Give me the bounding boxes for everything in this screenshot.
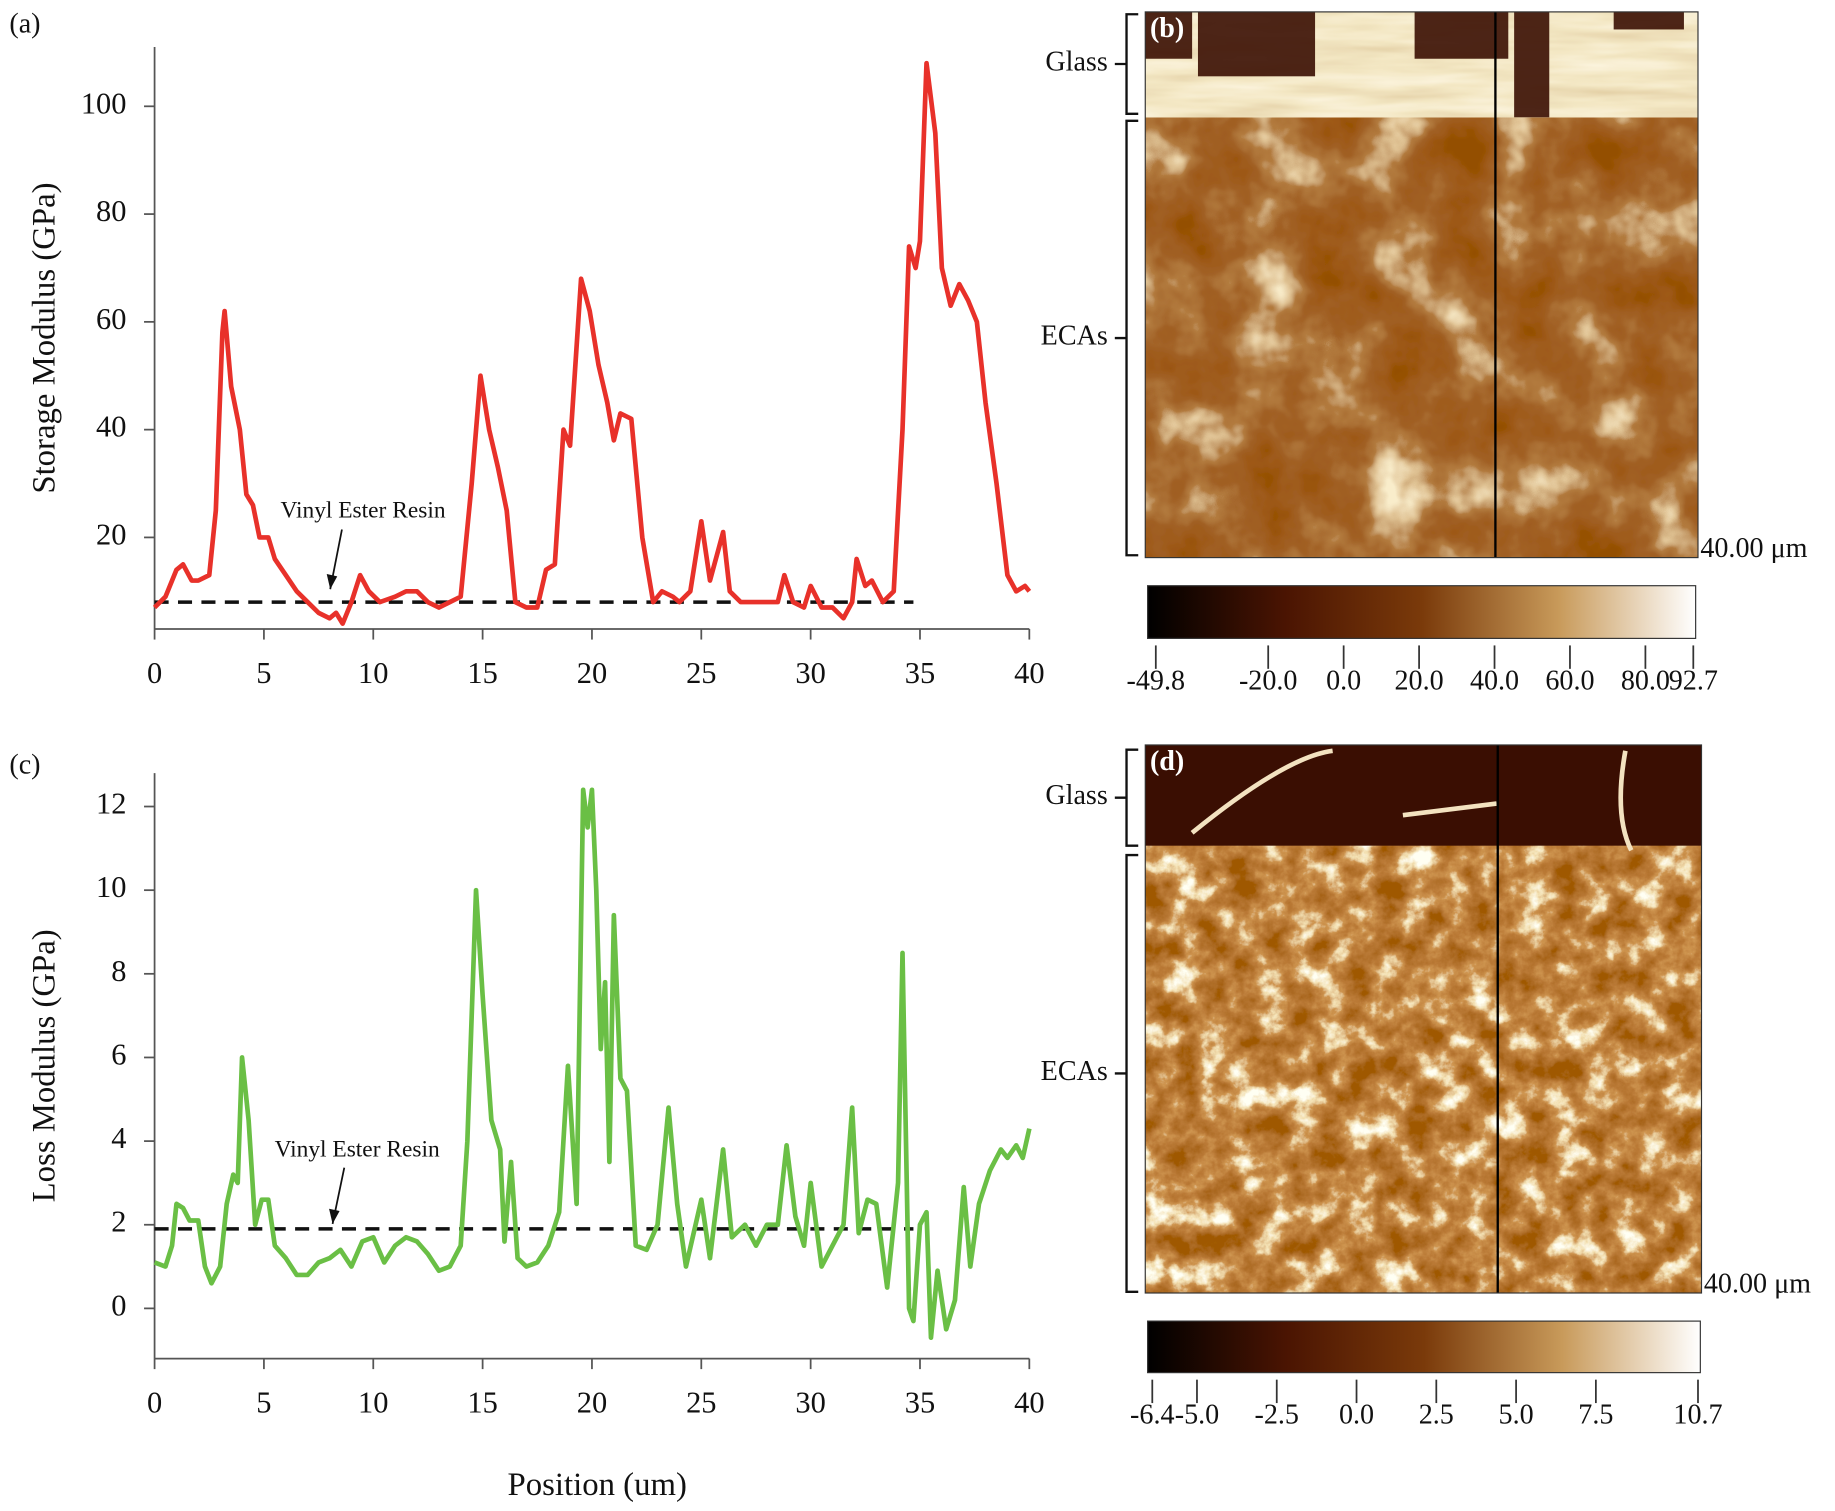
panel-label: (c) xyxy=(9,750,40,781)
x-tick-label: 30 xyxy=(795,1385,825,1419)
x-tick-label: 10 xyxy=(358,656,388,690)
colorbar-tick-label: 92.7 xyxy=(1669,665,1718,696)
glass-dark-patch xyxy=(1514,11,1550,118)
glass-dark-patch xyxy=(1613,11,1684,30)
y-axis-label: Storage Modulus (GPa) xyxy=(26,182,62,493)
data-line xyxy=(153,787,1032,1340)
x-tick-label: 40 xyxy=(1014,656,1044,690)
colorbar-tick-label: 20.0 xyxy=(1394,665,1443,696)
arrow-head xyxy=(329,1208,340,1224)
y-tick-label: 60 xyxy=(96,302,126,336)
annotation: Vinyl Ester Resin xyxy=(275,1137,440,1163)
y-tick-label: 10 xyxy=(96,870,126,904)
region-label: ECAs xyxy=(1041,1056,1108,1087)
panel-label: (b) xyxy=(1150,13,1184,44)
x-tick-label: 0 xyxy=(147,1385,162,1419)
glass-region xyxy=(1145,744,1702,846)
panel-label: (a) xyxy=(9,8,40,39)
panel-label: (d) xyxy=(1150,746,1184,777)
y-tick-label: 2 xyxy=(111,1205,126,1239)
x-tick-label: 10 xyxy=(358,1385,388,1419)
colorbar-tick-label: -49.8 xyxy=(1127,665,1186,696)
data-line xyxy=(152,60,1032,626)
glass-edge xyxy=(1190,748,1634,852)
arrow-head xyxy=(326,573,338,590)
annotation: Vinyl Ester Resin xyxy=(281,497,446,523)
x-tick-label: 15 xyxy=(467,656,497,690)
colorbar-tick-label: 60.0 xyxy=(1545,665,1594,696)
x-tick-label: 35 xyxy=(905,1385,935,1419)
x-tick-label: 35 xyxy=(905,656,935,690)
y-tick-label: 12 xyxy=(96,787,126,821)
x-tick-label: 20 xyxy=(577,1385,607,1419)
x-tick-label: 0 xyxy=(147,656,162,690)
region-bracket xyxy=(1114,119,1139,557)
y-tick-label: 20 xyxy=(96,517,126,551)
y-tick-label: 8 xyxy=(111,954,126,988)
colorbar-tick-label: -6.4 xyxy=(1130,1400,1174,1431)
colorbar-tick-label: 10.7 xyxy=(1673,1400,1722,1431)
x-tick-label: 40 xyxy=(1014,1385,1044,1419)
colorbar-tick-label: 80.0 xyxy=(1621,665,1670,696)
x-tick-label: 25 xyxy=(686,656,716,690)
region-label: ECAs xyxy=(1041,320,1108,351)
region-label: Glass xyxy=(1045,780,1107,811)
x-tick-label: 5 xyxy=(256,656,271,690)
colorbar-tick-label: 7.5 xyxy=(1578,1400,1613,1431)
glass-dark-patch xyxy=(1145,11,1193,59)
colorbar-tick-label: 2.5 xyxy=(1419,1400,1454,1431)
glass-dark-patch xyxy=(1414,11,1509,59)
colorbar xyxy=(1147,585,1697,639)
y-tick-label: 100 xyxy=(81,86,127,120)
x-tick-label: 15 xyxy=(467,1385,497,1419)
colorbar-tick-label: 40.0 xyxy=(1470,665,1519,696)
colorbar-tick-label: 5.0 xyxy=(1499,1400,1534,1431)
map-border xyxy=(1144,11,1699,559)
colorbar-tick-label: -20.0 xyxy=(1239,665,1298,696)
y-axis-label: Loss Modulus (GPa) xyxy=(26,929,62,1202)
y-tick-label: 6 xyxy=(111,1037,126,1071)
x-tick-label: 5 xyxy=(256,1385,271,1419)
glass-dark-patch xyxy=(1197,11,1316,77)
scale-label: 40.00 μm xyxy=(1700,533,1807,564)
region-bracket xyxy=(1114,748,1139,847)
x-tick-label: 20 xyxy=(577,656,607,690)
region-label: Glass xyxy=(1045,46,1107,77)
colorbar-tick-label: 0.0 xyxy=(1326,665,1361,696)
y-tick-label: 0 xyxy=(111,1288,126,1322)
region-bracket xyxy=(1114,13,1139,115)
y-tick-label: 40 xyxy=(96,410,126,444)
x-tick-label: 30 xyxy=(795,656,825,690)
scale-label: 40.00 μm xyxy=(1704,1268,1811,1299)
colorbar-tick-label: 0.0 xyxy=(1339,1400,1374,1431)
x-axis-label: Position (um) xyxy=(508,1467,687,1503)
y-tick-label: 80 xyxy=(96,194,126,228)
colorbar xyxy=(1147,1320,1701,1374)
y-tick-label: 4 xyxy=(111,1121,126,1155)
colorbar-tick-label: -5.0 xyxy=(1175,1400,1219,1431)
map-border xyxy=(1144,744,1703,1294)
x-tick-label: 25 xyxy=(686,1385,716,1419)
region-bracket xyxy=(1114,853,1139,1294)
colorbar-tick-label: -2.5 xyxy=(1255,1400,1299,1431)
